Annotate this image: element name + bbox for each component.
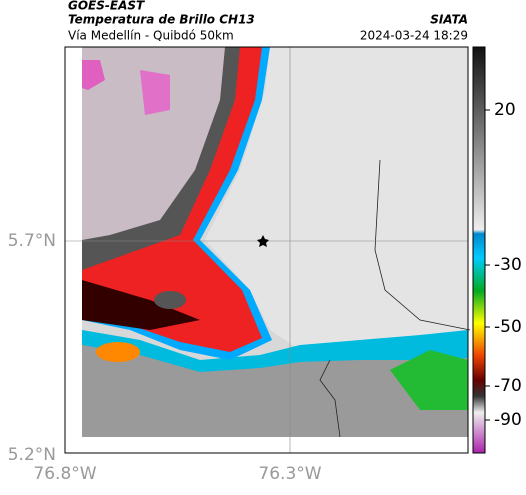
colorbar-tick-label: -30 (494, 255, 522, 275)
lon-label: 76.8°W (33, 464, 96, 484)
lon-label: 76.3°W (258, 464, 321, 484)
location-marker (257, 235, 269, 247)
lat-label: 5.7°N (8, 231, 56, 251)
satellite-image (82, 47, 471, 438)
lat-label: 5.2°N (8, 445, 56, 465)
timestamp: 2024-03-24 18:29 (360, 29, 468, 43)
subtitle: Temperatura de Brillo CH13 (68, 13, 255, 27)
source: SIATA (430, 13, 468, 27)
map-frame (64, 46, 469, 454)
colorbar (472, 46, 486, 454)
colorbar-tick-label: -90 (494, 410, 522, 430)
colorbar-tick-label: -70 (494, 376, 522, 396)
route: Vía Medellín - Quibdó 50km (68, 29, 234, 43)
title: GOES-EAST (68, 0, 145, 13)
colorbar-tick-label: -50 (494, 317, 522, 337)
colorbar-tick-label: 20 (494, 100, 516, 120)
colorbar-ticks: 20 -30 -50 -70 -90 (485, 100, 522, 430)
